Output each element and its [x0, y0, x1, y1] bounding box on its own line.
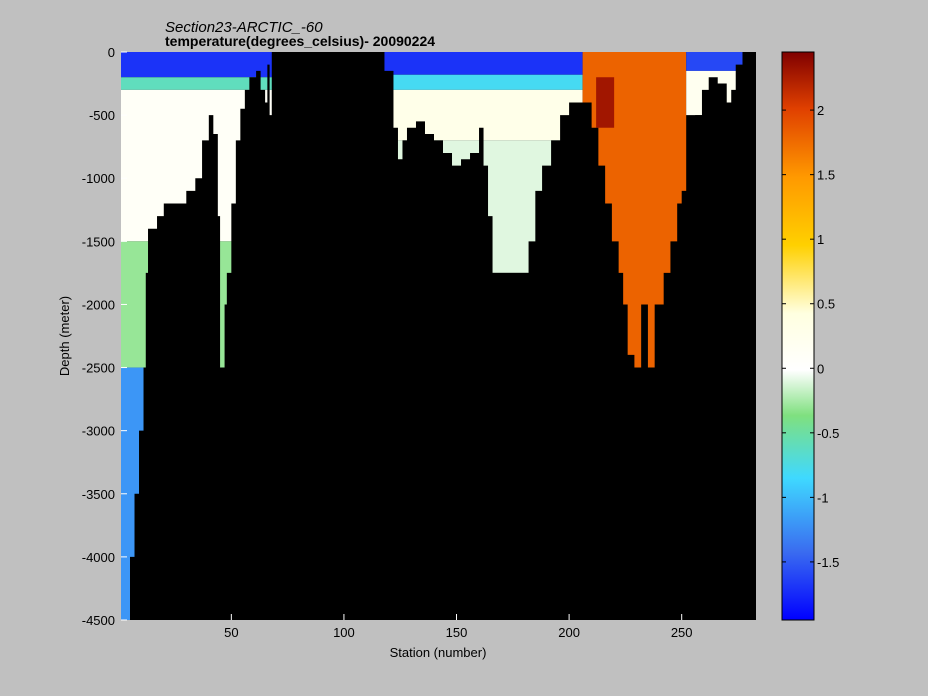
colorbar-tick-label: 2	[817, 103, 824, 118]
colorbar-tick-label: 1.5	[817, 168, 835, 183]
temperature-cell	[596, 77, 615, 128]
temperature-cell	[121, 52, 272, 78]
y-tick-label: -4500	[82, 613, 115, 628]
colorbar-tick-label: 1	[817, 232, 824, 247]
y-tick-label: -500	[89, 108, 115, 123]
x-axis-label: Station (number)	[390, 645, 487, 660]
chart-title: Section23-ARCTIC_-60	[165, 19, 323, 36]
y-tick-label: -1000	[82, 171, 115, 186]
temperature-cell	[379, 52, 583, 75]
colorbar: -1.5 -1 -0.5 0 0.5 1 1.5 2	[781, 51, 839, 621]
y-axis-label: Depth (meter)	[57, 296, 72, 376]
x-tick-label: 50	[224, 625, 238, 640]
seafloor-mask	[121, 52, 756, 620]
y-tick-label: -3000	[82, 424, 115, 439]
colorbar-tick-label: 0	[817, 361, 824, 376]
y-tick-label: 0	[108, 45, 115, 60]
y-tick-label: -4000	[82, 550, 115, 565]
colorbar-tick-label: -1	[817, 490, 829, 505]
colorbar-ticks: -1.5 -1 -0.5 0 0.5 1 1.5 2	[782, 103, 839, 570]
y-axis: 0 -500 -1000 -1500 -2000 -2500 -3000 -3500 -4000…	[82, 45, 127, 628]
y-tick-label: -1500	[82, 234, 115, 249]
temperature-cell	[379, 74, 583, 90]
x-axis: 50 100 150 200 250	[224, 614, 693, 640]
x-tick-label: 150	[446, 625, 468, 640]
x-tick-label: 250	[671, 625, 693, 640]
x-tick-label: 200	[558, 625, 580, 640]
temperature-cell	[121, 77, 272, 90]
x-tick-label: 100	[333, 625, 355, 640]
colorbar-tick-label: -0.5	[817, 426, 839, 441]
plot-area	[121, 52, 756, 620]
chart-subtitle: temperature(degrees_celsius)- 20090224	[165, 33, 436, 49]
colorbar-tick-label: -1.5	[817, 555, 839, 570]
y-tick-label: -2000	[82, 297, 115, 312]
y-tick-label: -3500	[82, 487, 115, 502]
colorbar-gradient	[781, 51, 815, 621]
colorbar-tick-label: 0.5	[817, 297, 835, 312]
y-tick-label: -2500	[82, 361, 115, 376]
